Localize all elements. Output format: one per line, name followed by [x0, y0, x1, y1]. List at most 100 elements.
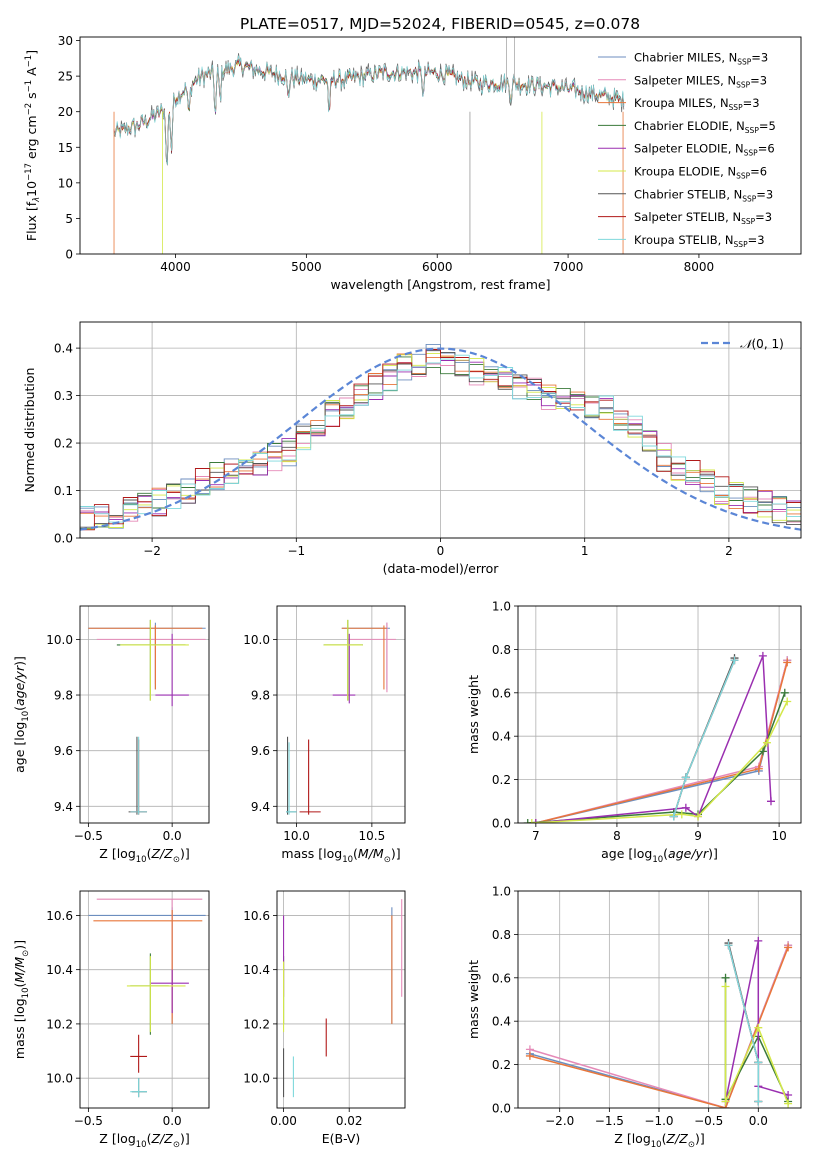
legend-entry-chabrier_miles: Chabrier MILES, NSSP=3 — [634, 51, 768, 67]
weight-marker — [694, 812, 703, 821]
panel-weight_vs_z: −2.0 −1.5 −1.0 −0.5 0.0 0.0 0.2 0.4 0.6 0.8 1.0 Z [… — [466, 885, 802, 1150]
y-tick-label: 10.0 — [243, 1072, 270, 1086]
y-tick-label: 10.0 — [46, 633, 73, 647]
weight-series-kroupa_stelib — [724, 941, 763, 1106]
x-tick-label: 10.5 — [359, 829, 386, 843]
errorbar-kroupa_elodie — [126, 956, 186, 1033]
weight-marker — [783, 697, 792, 706]
weight-marker — [681, 803, 690, 812]
spectrum-line-salpeter_elodie — [113, 59, 625, 163]
spectrum-legend: Chabrier MILES, NSSP=3 Salpeter MILES, NS… — [598, 51, 776, 249]
y-tick-label: 10.2 — [46, 1017, 73, 1031]
weight-line — [672, 660, 736, 817]
figure-title: PLATE=0517, MJD=52024, FIBERID=0545, z=0… — [240, 15, 640, 33]
errorbar-kroupa_elodie — [120, 619, 189, 701]
y-tick-label: 9.6 — [251, 744, 270, 758]
x-axis-label: Z [log10(Z/Z⊙)] — [99, 846, 189, 865]
errorbar-chabrier_elodie — [116, 619, 186, 701]
errorbar-chabrier_stelib — [131, 1078, 148, 1098]
errorbar-kroupa_miles — [88, 625, 203, 690]
x-tick-label: 0.0 — [749, 1114, 768, 1128]
weight-line — [727, 945, 760, 1102]
plot-area — [88, 898, 206, 1098]
y-tick-label: 9.4 — [251, 800, 270, 814]
x-tick-label: 8000 — [684, 260, 715, 274]
weight-marker — [758, 651, 767, 660]
weight-marker — [780, 688, 789, 697]
weight-marker — [525, 1051, 534, 1060]
weight-marker — [677, 810, 686, 819]
spectrum-line-chabrier_miles — [113, 58, 625, 162]
legend-entry-chabrier_elodie: Chabrier ELODIE, NSSP=5 — [634, 119, 776, 135]
x-tick-label: 2 — [725, 544, 733, 558]
legend-entry-salpeter_miles: Salpeter MILES, NSSP=3 — [634, 73, 767, 89]
weight-marker — [721, 973, 730, 982]
grid — [277, 606, 405, 823]
y-tick-label: 10.0 — [46, 1072, 73, 1086]
x-tick-label: −1.5 — [595, 1114, 624, 1128]
y-tick-label: 1.0 — [492, 885, 511, 899]
legend-entry-kroupa_stelib: Kroupa STELIB, NSSP=3 — [634, 233, 765, 249]
x-tick-label: −1.0 — [644, 1114, 673, 1128]
x-tick-label: 0 — [437, 544, 445, 558]
errorbar-salpeter_stelib — [299, 739, 321, 815]
errorbar-salpeter_elodie — [150, 969, 189, 1014]
weight-marker — [724, 941, 733, 950]
x-axis-label: Z [log10(Z/Z⊙)] — [99, 1131, 189, 1150]
axes: 4000 5000 6000 7000 8000 0 5 10 15 20 25 30 waveleng… — [24, 34, 802, 292]
y-tick-label: 30 — [58, 34, 73, 48]
legend-entry-salpeter_elodie: Salpeter ELODIE, NSSP=6 — [634, 142, 775, 158]
errorbar-kroupa_stelib — [130, 1078, 148, 1098]
normal-curve — [80, 347, 801, 531]
x-axis-label: Z [log10(Z/Z⊙)] — [614, 1131, 704, 1150]
x-tick-label: −0.5 — [74, 829, 103, 843]
y-tick-label: 0.4 — [54, 342, 73, 356]
axes: −0.5 0.0 9.4 9.6 9.8 10.0 Z [log10(Z/Z⊙)] age [… — [12, 605, 210, 865]
x-axis-label: mass [log10(M/M⊙)] — [281, 846, 400, 865]
x-tick-label: 9 — [694, 829, 702, 843]
x-tick-label: 10.0 — [283, 829, 310, 843]
weight-line — [724, 986, 789, 1104]
weight-line — [535, 655, 772, 823]
x-tick-label: −0.5 — [694, 1114, 723, 1128]
y-tick-label: 0.6 — [492, 686, 511, 700]
errorbar-salpeter_stelib — [130, 1034, 148, 1073]
axes-frame — [79, 890, 210, 1109]
weight-line — [727, 942, 760, 1102]
weight-line — [535, 660, 788, 823]
axes: −2.0 −1.5 −1.0 −0.5 0.0 0.0 0.2 0.4 0.6 0.8 1.0 Z [… — [466, 885, 802, 1150]
errorbar-chabrier_elodie — [130, 953, 169, 1035]
errorbar-chabrier_stelib — [286, 736, 297, 815]
errorbar-salpeter_miles — [347, 622, 396, 693]
weight-marker — [784, 943, 793, 952]
plot-area — [283, 899, 403, 1098]
x-tick-label: 5000 — [291, 260, 322, 274]
x-tick-label: 10 — [771, 829, 786, 843]
x-axis-label: (data-model)/error — [383, 561, 500, 576]
errorbar-salpeter_miles — [96, 625, 206, 684]
y-tick-label: 5 — [65, 212, 73, 226]
spectrum-line-salpeter_miles — [113, 60, 625, 163]
weight-series-kroupa_stelib — [669, 656, 739, 821]
weight-series-kroupa_elodie — [527, 697, 792, 823]
panel-mass_vs_ebv: 0.00 0.02 10.0 10.2 10.4 10.6 E(B-V) — [243, 890, 406, 1146]
axes-frame — [79, 321, 802, 539]
weight-marker — [721, 982, 730, 991]
legend-entry-normal: 𝒩(0, 1) — [740, 337, 784, 351]
errorbar-kroupa_stelib — [286, 742, 297, 815]
y-axis-label: Normed distribution — [22, 368, 37, 493]
y-tick-label: 0.2 — [54, 437, 73, 451]
y-tick-label: 0.0 — [492, 1102, 511, 1116]
errorbar-kroupa_stelib — [130, 736, 148, 815]
panel-mass_vs_z: −0.5 0.0 10.0 10.2 10.4 10.6 Z [log10(Z/Z⊙)] ma… — [12, 890, 210, 1150]
x-axis-label: wavelength [Angstrom, rest frame] — [330, 277, 550, 292]
axes-frame — [79, 605, 210, 824]
grid — [277, 891, 405, 1108]
y-axis-label: mass [log10(M/M⊙)] — [12, 940, 31, 1059]
errorbar-kroupa_miles — [93, 909, 203, 1024]
x-tick-label: 1 — [581, 544, 589, 558]
plot-area — [523, 651, 792, 823]
y-axis-label: age [log10(age/yr)] — [12, 656, 31, 773]
plot-area — [80, 343, 801, 538]
y-tick-label: 10.4 — [243, 963, 270, 977]
